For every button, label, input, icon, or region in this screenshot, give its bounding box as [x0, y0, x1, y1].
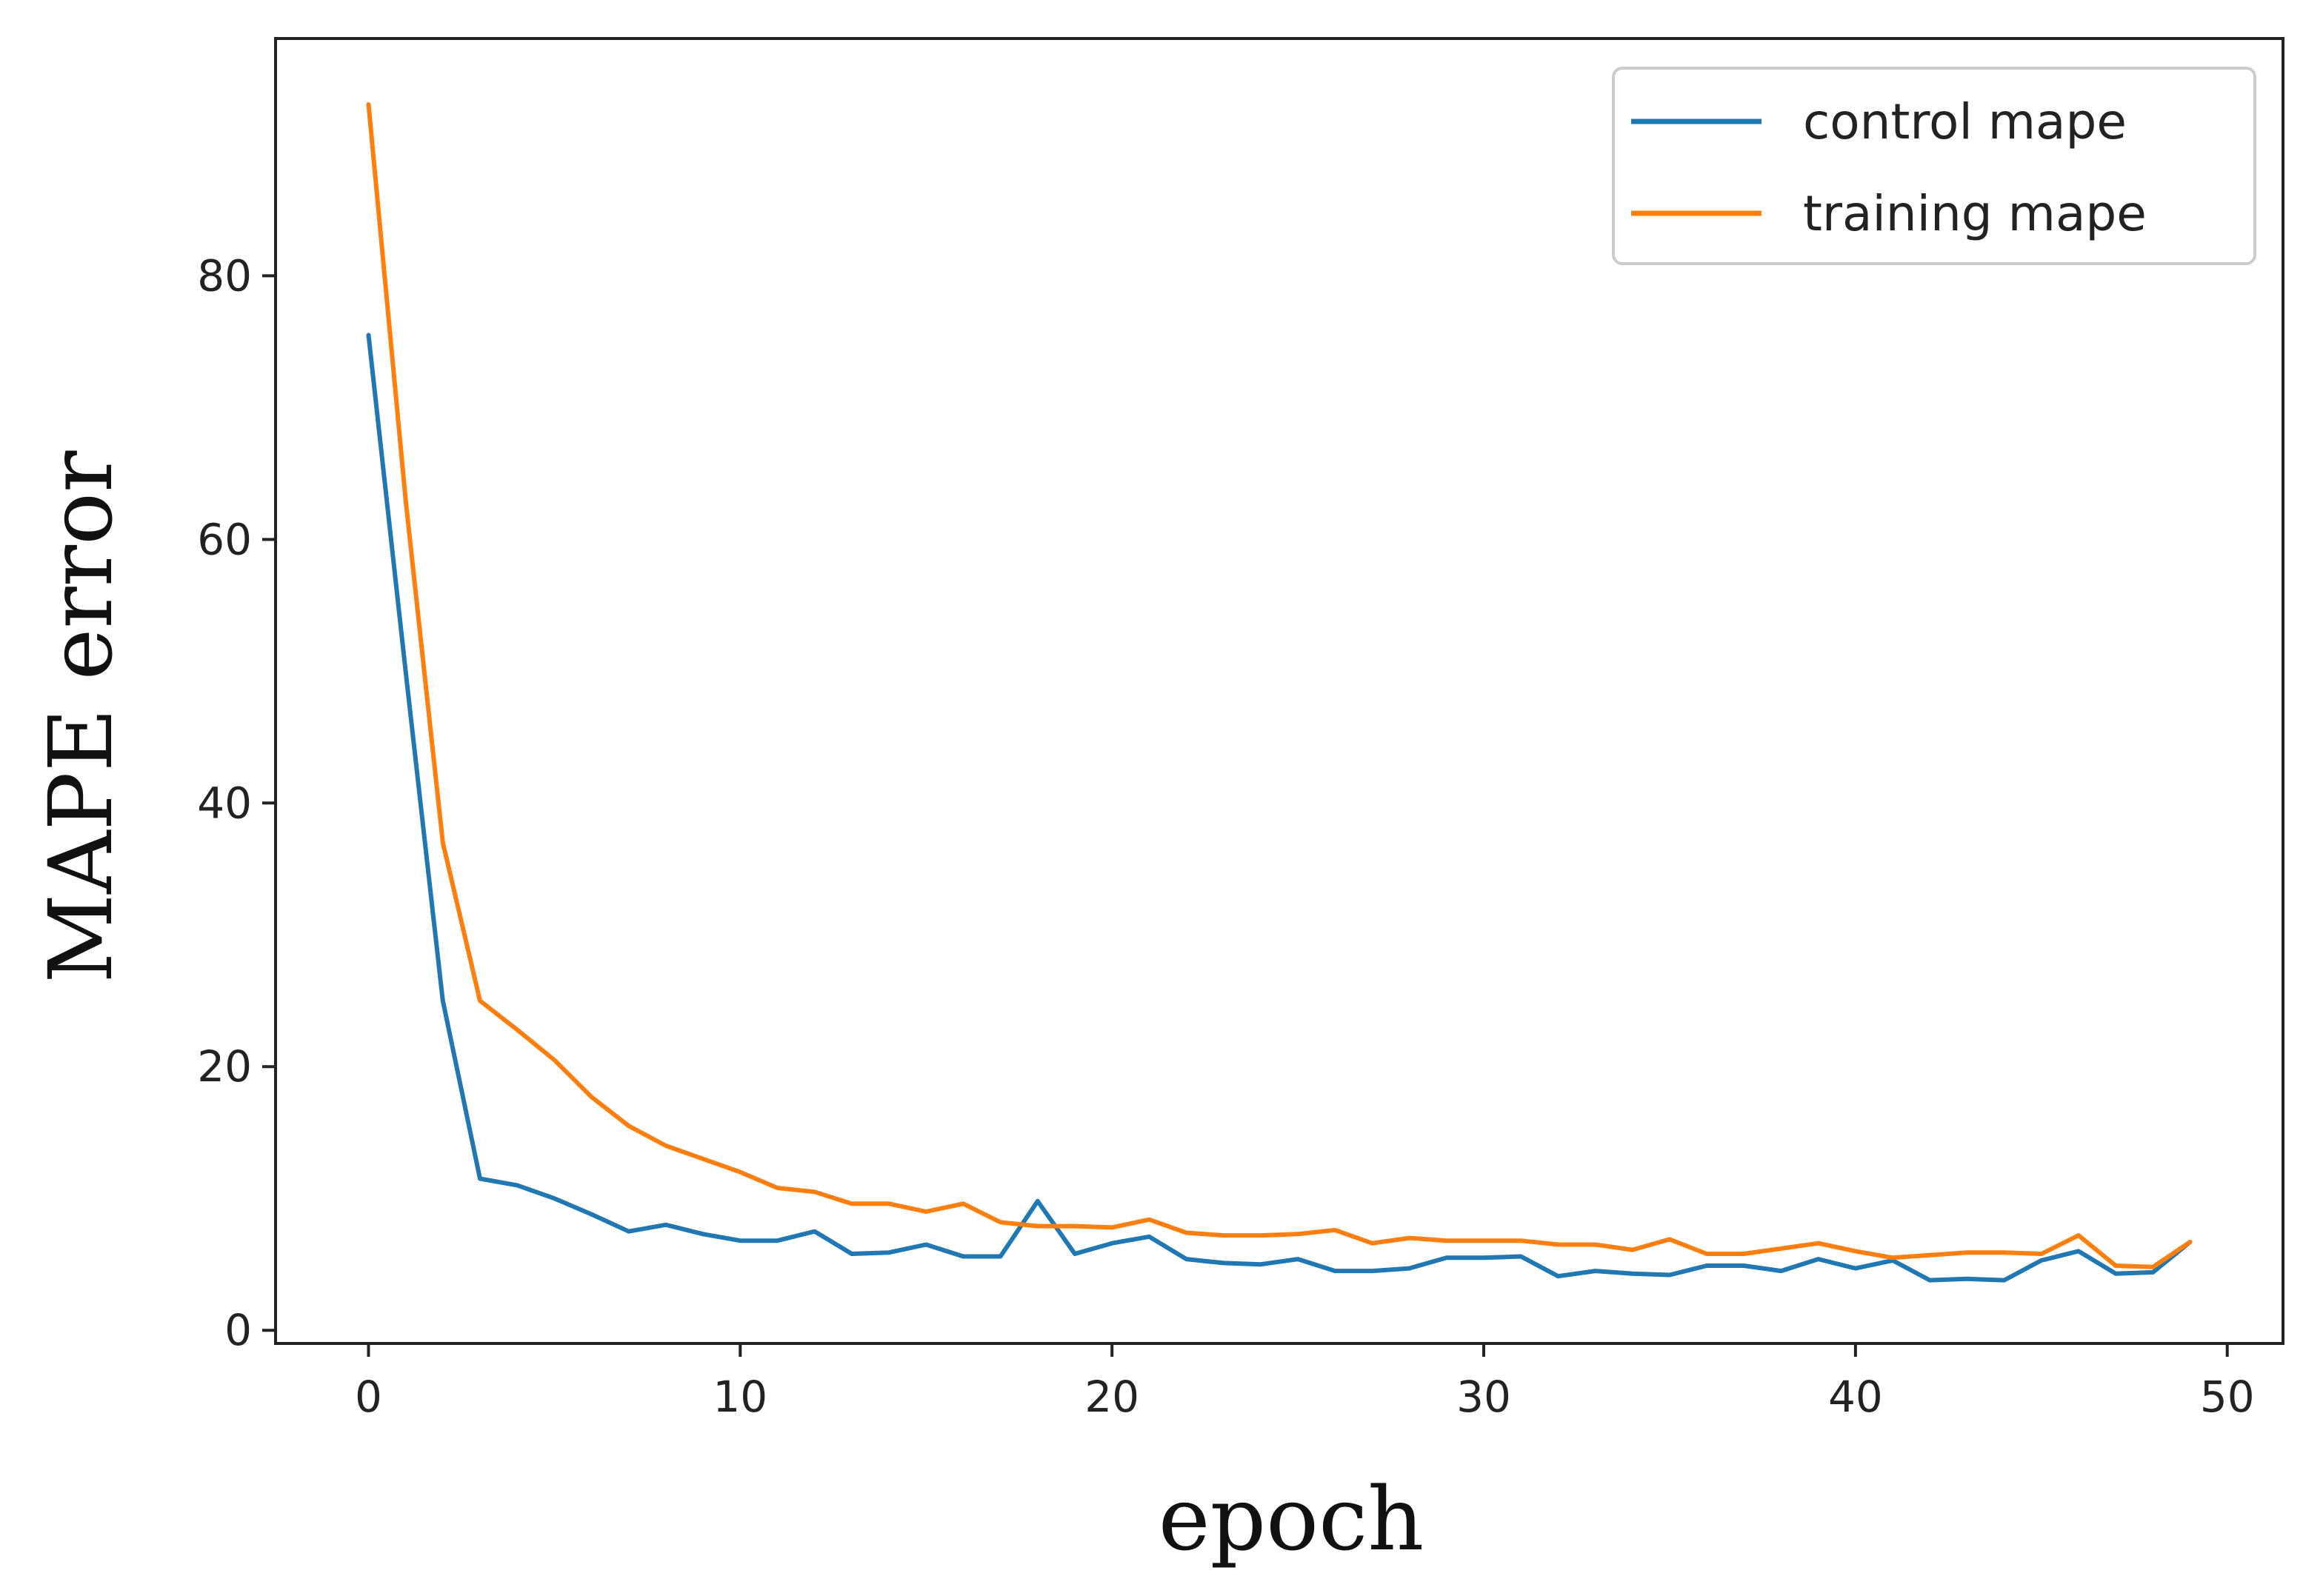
x-tick-label: 10: [713, 1372, 767, 1422]
series-line-0: [366, 333, 2193, 1283]
y-axis-title: MAPE error: [30, 450, 132, 984]
y-tick-label: 20: [197, 1041, 252, 1092]
y-tick-label: 60: [197, 514, 252, 564]
legend-frame: [1612, 67, 2256, 265]
legend-label: training mape: [1803, 185, 2147, 242]
y-tick-label: 0: [224, 1305, 252, 1355]
series-line-1: [366, 102, 2193, 1269]
x-tick-label: 20: [1084, 1372, 1139, 1422]
series-layer: [366, 102, 2193, 1283]
ticks-layer: 0 10 20 30 40 50 0 20 40 60 80: [197, 250, 2254, 1422]
x-tick-label: 40: [1828, 1372, 1883, 1422]
x-tick-label: 50: [2200, 1372, 2255, 1422]
x-axis-title: epoch: [1159, 1468, 1424, 1570]
legend: control mape training mape: [1612, 67, 2256, 265]
x-tick-label: 30: [1456, 1372, 1511, 1422]
legend-label: control mape: [1803, 93, 2127, 150]
y-tick-label: 80: [197, 250, 252, 301]
y-tick-label: 40: [197, 778, 252, 828]
x-tick-label: 0: [355, 1372, 382, 1422]
